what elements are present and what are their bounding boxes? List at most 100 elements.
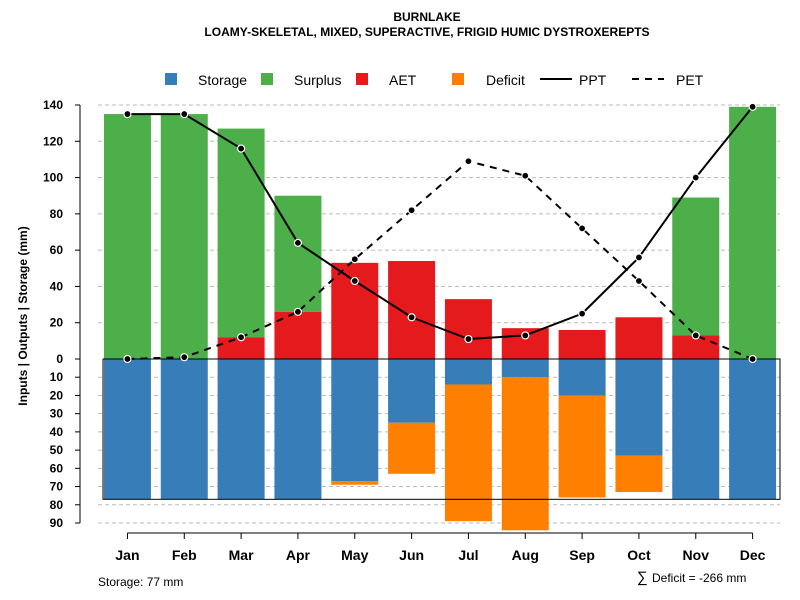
- x-tick-label: Jan: [115, 547, 139, 563]
- y-axis-label: Inputs | Outputs | Storage (mm): [16, 226, 30, 405]
- y-tick-label: 100: [43, 171, 63, 185]
- bar-surplus: [103, 114, 151, 359]
- x-tick-label: May: [341, 547, 368, 563]
- y-tick-label: 90: [50, 516, 64, 530]
- y-tick-label: 20: [50, 388, 64, 402]
- pet-point: [748, 354, 757, 364]
- ppt-point: [350, 276, 359, 286]
- x-tick-label: Sep: [569, 547, 595, 563]
- ppt-point: [180, 109, 189, 119]
- legend-swatch-aet: [356, 73, 368, 85]
- bar-aet: [444, 299, 492, 359]
- pet-point: [521, 171, 530, 180]
- legend-label-deficit: Deficit: [486, 72, 525, 88]
- legend-swatch-deficit: [452, 73, 464, 85]
- bar-deficit: [331, 481, 379, 485]
- y-tick-label: 60: [50, 461, 64, 475]
- pet-point: [464, 157, 473, 166]
- bar-aet: [388, 261, 436, 359]
- pet-point: [634, 276, 644, 286]
- y-tick-label: 80: [50, 207, 64, 221]
- ppt-point: [578, 309, 587, 318]
- x-tick-label: Feb: [172, 547, 197, 563]
- x-tick-label: Aug: [512, 547, 539, 563]
- storage-footer: Storage: 77 mm: [98, 575, 183, 589]
- y-tick-label: 10: [50, 370, 64, 384]
- ppt-point: [407, 313, 416, 322]
- bar-surplus: [672, 197, 720, 336]
- bar-aet: [558, 329, 606, 359]
- x-tick-label: Oct: [627, 547, 651, 563]
- y-tick-label: 40: [50, 425, 64, 439]
- ppt-point: [691, 173, 700, 182]
- legend-swatch-storage: [165, 73, 177, 85]
- chart-title: BURNLAKE: [393, 10, 460, 24]
- ppt-point: [464, 334, 473, 344]
- pet-point: [293, 307, 303, 316]
- x-tick-label: Mar: [229, 547, 254, 563]
- legend-label-surplus: Surplus: [294, 72, 341, 88]
- x-tick-label: Apr: [286, 547, 311, 563]
- y-tick-label: 140: [43, 98, 63, 112]
- y-tick-label: 50: [50, 443, 64, 457]
- y-tick-label: 60: [50, 243, 64, 257]
- y-tick-label: 0: [56, 352, 63, 366]
- legend-label-aet: AET: [389, 72, 417, 88]
- bar-aet: [672, 335, 720, 359]
- series-lines: [123, 102, 757, 364]
- pet-point: [180, 353, 189, 362]
- x-tick-label: Jun: [399, 547, 424, 563]
- y-tick-label: 80: [50, 498, 64, 512]
- y-tick-label: 70: [50, 480, 64, 494]
- bar-surplus: [160, 114, 208, 359]
- bar-storage: [615, 359, 663, 456]
- bar-storage: [160, 359, 208, 500]
- bar-storage: [217, 359, 265, 500]
- pet-point: [237, 333, 246, 342]
- y-tick-label: 30: [50, 407, 64, 421]
- y-tick-label: 20: [50, 316, 64, 330]
- bar-deficit: [444, 384, 492, 522]
- bar-storage: [274, 359, 322, 500]
- legend-label-ppt: PPT: [579, 72, 607, 88]
- pet-point: [407, 206, 416, 215]
- chart-subtitle: LOAMY-SKELETAL, MIXED, SUPERACTIVE, FRIG…: [204, 25, 649, 39]
- legend-label-storage: Storage: [198, 72, 247, 88]
- bars: [102, 106, 781, 531]
- pet-point: [691, 331, 700, 340]
- ppt-point: [123, 109, 132, 119]
- ppt-point: [293, 238, 303, 247]
- bar-storage: [103, 359, 151, 500]
- bar-deficit: [388, 422, 436, 474]
- bar-storage: [501, 359, 549, 378]
- bar-surplus: [217, 128, 265, 338]
- ppt-point: [237, 144, 246, 153]
- bar-storage: [729, 359, 777, 500]
- bar-storage: [331, 359, 379, 482]
- x-tick-label: Jul: [458, 547, 478, 563]
- pet-point: [123, 354, 132, 364]
- ppt-point: [748, 102, 757, 111]
- bar-storage: [558, 359, 606, 396]
- deficit-symbol: ∑: [637, 569, 648, 586]
- ppt-point: [634, 253, 644, 262]
- ppt-point: [521, 331, 530, 340]
- bar-storage: [672, 359, 720, 500]
- pet-line: [127, 160, 753, 360]
- bar-surplus: [729, 106, 777, 359]
- pet-point: [350, 255, 359, 264]
- legend: Storage Surplus AET Deficit PPT PET: [165, 72, 704, 88]
- pet-point: [578, 224, 587, 233]
- y-tick-label: 120: [43, 134, 63, 148]
- deficit-footer: Deficit = -266 mm: [652, 571, 746, 585]
- bar-deficit: [615, 455, 663, 493]
- legend-label-pet: PET: [676, 72, 704, 88]
- legend-swatch-surplus: [261, 73, 273, 85]
- ppt-line: [127, 106, 754, 341]
- gridlines: [98, 104, 780, 524]
- bar-aet: [217, 337, 265, 359]
- y-tick-label: 40: [50, 279, 64, 293]
- axes: 0 20 40 60 80 100 120 140 10 20 30 40 50 60 70 80 90 Jan F…: [43, 98, 766, 563]
- bar-aet: [615, 317, 663, 359]
